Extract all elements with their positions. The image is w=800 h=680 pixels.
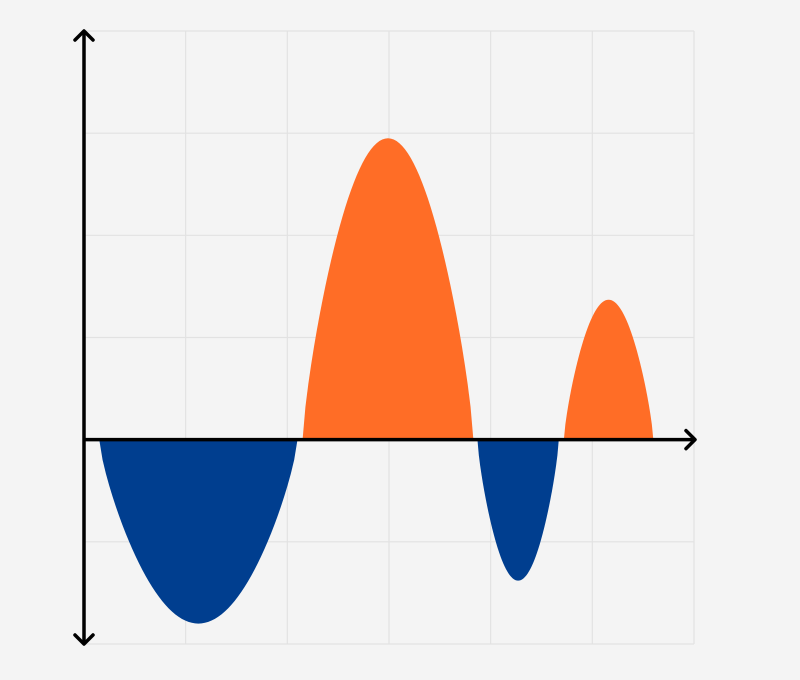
wave-lobes	[99, 138, 654, 624]
axes	[73, 29, 697, 646]
lobe-positive-4	[563, 299, 654, 440]
lobe-negative-1	[99, 439, 298, 624]
x-axis-arrow-right	[684, 428, 697, 451]
lobe-positive-2	[302, 138, 474, 440]
y-axis-arrow-up	[73, 29, 95, 42]
lobe-negative-3	[477, 439, 559, 581]
y-axis-arrow-down	[73, 633, 95, 646]
